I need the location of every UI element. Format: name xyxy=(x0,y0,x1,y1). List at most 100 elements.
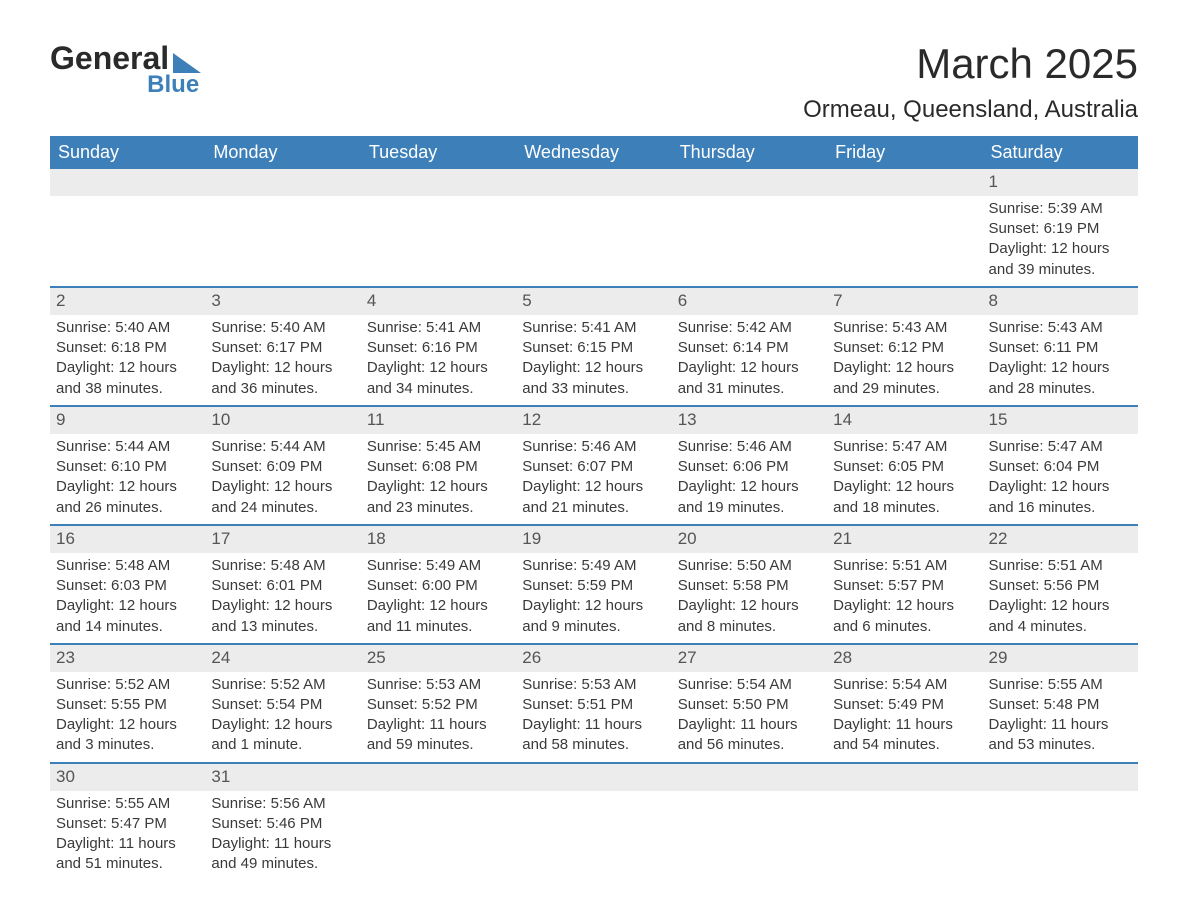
sunrise-line: Sunrise: 5:44 AM xyxy=(56,437,199,457)
day-number-cell: 1 xyxy=(983,169,1138,196)
sunset-line: Sunset: 6:19 PM xyxy=(989,219,1132,239)
day-detail-cell: Sunrise: 5:48 AMSunset: 6:03 PMDaylight:… xyxy=(50,553,205,644)
day-detail-cell: Sunrise: 5:49 AMSunset: 6:00 PMDaylight:… xyxy=(361,553,516,644)
daylight-line: Daylight: 12 hours and 18 minutes. xyxy=(833,477,976,518)
sunset-line: Sunset: 5:58 PM xyxy=(678,576,821,596)
daylight-line: Daylight: 12 hours and 31 minutes. xyxy=(678,358,821,399)
sunrise-line: Sunrise: 5:55 AM xyxy=(56,794,199,814)
sunrise-line: Sunrise: 5:47 AM xyxy=(989,437,1132,457)
sunrise-line: Sunrise: 5:41 AM xyxy=(367,318,510,338)
day-detail-row: Sunrise: 5:44 AMSunset: 6:10 PMDaylight:… xyxy=(50,434,1138,525)
day-detail-cell: Sunrise: 5:55 AMSunset: 5:47 PMDaylight:… xyxy=(50,791,205,881)
day-detail-cell: Sunrise: 5:47 AMSunset: 6:04 PMDaylight:… xyxy=(983,434,1138,525)
day-detail-cell: Sunrise: 5:43 AMSunset: 6:12 PMDaylight:… xyxy=(827,315,982,406)
sunset-line: Sunset: 6:05 PM xyxy=(833,457,976,477)
day-number-cell: 25 xyxy=(361,644,516,672)
sunset-line: Sunset: 5:51 PM xyxy=(522,695,665,715)
day-detail-cell xyxy=(50,196,205,287)
day-detail-cell xyxy=(516,196,671,287)
daylight-line: Daylight: 12 hours and 13 minutes. xyxy=(211,596,354,637)
day-detail-cell: Sunrise: 5:39 AMSunset: 6:19 PMDaylight:… xyxy=(983,196,1138,287)
daylight-line: Daylight: 12 hours and 4 minutes. xyxy=(989,596,1132,637)
daylight-line: Daylight: 12 hours and 36 minutes. xyxy=(211,358,354,399)
daylight-line: Daylight: 11 hours and 53 minutes. xyxy=(989,715,1132,756)
sunset-line: Sunset: 6:17 PM xyxy=(211,338,354,358)
weekday-header: Sunday xyxy=(50,136,205,169)
daylight-line: Daylight: 12 hours and 26 minutes. xyxy=(56,477,199,518)
sunrise-line: Sunrise: 5:43 AM xyxy=(833,318,976,338)
day-number-cell: 17 xyxy=(205,525,360,553)
day-number-row: 9101112131415 xyxy=(50,406,1138,434)
day-number-cell xyxy=(50,169,205,196)
day-number-cell xyxy=(205,169,360,196)
day-number-cell: 23 xyxy=(50,644,205,672)
daylight-line: Daylight: 11 hours and 51 minutes. xyxy=(56,834,199,875)
day-number-cell: 18 xyxy=(361,525,516,553)
daylight-line: Daylight: 12 hours and 11 minutes. xyxy=(367,596,510,637)
day-detail-cell: Sunrise: 5:52 AMSunset: 5:55 PMDaylight:… xyxy=(50,672,205,763)
sunrise-line: Sunrise: 5:46 AM xyxy=(522,437,665,457)
day-number-cell: 9 xyxy=(50,406,205,434)
weekday-header: Thursday xyxy=(672,136,827,169)
day-detail-cell: Sunrise: 5:47 AMSunset: 6:05 PMDaylight:… xyxy=(827,434,982,525)
day-detail-cell xyxy=(672,196,827,287)
sunrise-line: Sunrise: 5:46 AM xyxy=(678,437,821,457)
day-detail-cell: Sunrise: 5:54 AMSunset: 5:49 PMDaylight:… xyxy=(827,672,982,763)
sunrise-line: Sunrise: 5:49 AM xyxy=(367,556,510,576)
day-number-cell xyxy=(827,169,982,196)
logo-text-blue: Blue xyxy=(50,71,201,99)
daylight-line: Daylight: 12 hours and 9 minutes. xyxy=(522,596,665,637)
sunset-line: Sunset: 5:59 PM xyxy=(522,576,665,596)
day-detail-cell: Sunrise: 5:41 AMSunset: 6:16 PMDaylight:… xyxy=(361,315,516,406)
day-number-cell: 26 xyxy=(516,644,671,672)
sunset-line: Sunset: 6:07 PM xyxy=(522,457,665,477)
day-detail-cell: Sunrise: 5:54 AMSunset: 5:50 PMDaylight:… xyxy=(672,672,827,763)
sunrise-line: Sunrise: 5:54 AM xyxy=(833,675,976,695)
day-number-cell: 21 xyxy=(827,525,982,553)
daylight-line: Daylight: 12 hours and 3 minutes. xyxy=(56,715,199,756)
sunset-line: Sunset: 5:47 PM xyxy=(56,814,199,834)
sunrise-line: Sunrise: 5:51 AM xyxy=(989,556,1132,576)
day-number-cell xyxy=(361,169,516,196)
day-number-cell: 6 xyxy=(672,287,827,315)
day-number-cell: 7 xyxy=(827,287,982,315)
sunset-line: Sunset: 5:56 PM xyxy=(989,576,1132,596)
daylight-line: Daylight: 12 hours and 21 minutes. xyxy=(522,477,665,518)
day-detail-cell xyxy=(205,196,360,287)
day-detail-cell: Sunrise: 5:41 AMSunset: 6:15 PMDaylight:… xyxy=(516,315,671,406)
day-number-cell xyxy=(516,169,671,196)
sunrise-line: Sunrise: 5:52 AM xyxy=(56,675,199,695)
weekday-header: Saturday xyxy=(983,136,1138,169)
day-number-row: 16171819202122 xyxy=(50,525,1138,553)
day-number-cell: 12 xyxy=(516,406,671,434)
sunset-line: Sunset: 5:46 PM xyxy=(211,814,354,834)
day-number-cell: 31 xyxy=(205,763,360,791)
sunrise-line: Sunrise: 5:48 AM xyxy=(211,556,354,576)
sunrise-line: Sunrise: 5:43 AM xyxy=(989,318,1132,338)
daylight-line: Daylight: 12 hours and 34 minutes. xyxy=(367,358,510,399)
sunrise-line: Sunrise: 5:54 AM xyxy=(678,675,821,695)
calendar-body: 1Sunrise: 5:39 AMSunset: 6:19 PMDaylight… xyxy=(50,169,1138,881)
day-number-cell: 30 xyxy=(50,763,205,791)
day-detail-cell: Sunrise: 5:43 AMSunset: 6:11 PMDaylight:… xyxy=(983,315,1138,406)
day-number-row: 2345678 xyxy=(50,287,1138,315)
day-number-row: 3031 xyxy=(50,763,1138,791)
sunset-line: Sunset: 5:54 PM xyxy=(211,695,354,715)
sunrise-line: Sunrise: 5:40 AM xyxy=(211,318,354,338)
day-number-cell: 3 xyxy=(205,287,360,315)
day-number-cell xyxy=(516,763,671,791)
weekday-header: Monday xyxy=(205,136,360,169)
sunset-line: Sunset: 5:50 PM xyxy=(678,695,821,715)
sunset-line: Sunset: 6:06 PM xyxy=(678,457,821,477)
daylight-line: Daylight: 12 hours and 1 minute. xyxy=(211,715,354,756)
sunset-line: Sunset: 6:16 PM xyxy=(367,338,510,358)
day-detail-cell: Sunrise: 5:45 AMSunset: 6:08 PMDaylight:… xyxy=(361,434,516,525)
daylight-line: Daylight: 12 hours and 8 minutes. xyxy=(678,596,821,637)
title-block: March 2025 Ormeau, Queensland, Australia xyxy=(803,40,1138,124)
daylight-line: Daylight: 12 hours and 19 minutes. xyxy=(678,477,821,518)
sunset-line: Sunset: 5:49 PM xyxy=(833,695,976,715)
day-number-cell xyxy=(983,763,1138,791)
sunrise-line: Sunrise: 5:55 AM xyxy=(989,675,1132,695)
sunrise-line: Sunrise: 5:51 AM xyxy=(833,556,976,576)
day-detail-cell: Sunrise: 5:53 AMSunset: 5:51 PMDaylight:… xyxy=(516,672,671,763)
